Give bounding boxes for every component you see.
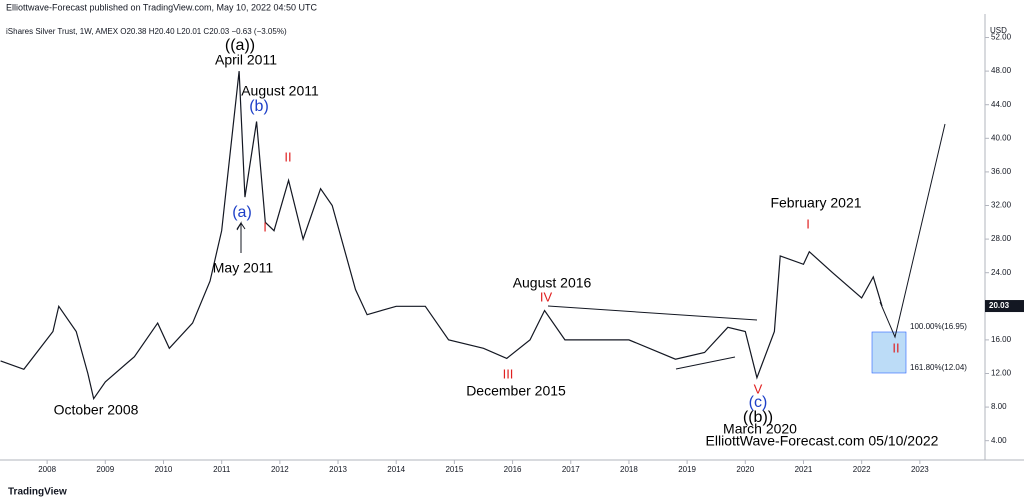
target-zone [871, 331, 907, 374]
annotation: II [892, 340, 899, 355]
price-line [0, 71, 883, 401]
annotation: II [284, 149, 291, 164]
last-price-box [985, 300, 1024, 313]
trendline [547, 305, 758, 321]
y-tick-label: 12.00 [991, 369, 1012, 378]
y-tick-label: 16.00 [991, 335, 1012, 344]
x-tick-label: 2019 [678, 465, 696, 474]
annotation: April 2011 [215, 52, 277, 68]
annotation: October 2008 [54, 402, 139, 418]
y-tick-label: 24.00 [991, 268, 1012, 277]
annotation: IV [540, 289, 553, 304]
y-tick-label: 28.00 [991, 234, 1012, 243]
trendline [675, 356, 736, 370]
y-tick-label: 48.00 [991, 66, 1012, 75]
x-tick-label: 2010 [155, 465, 173, 474]
x-tick-label: 2016 [504, 465, 522, 474]
y-tick-label: 40.00 [991, 133, 1012, 142]
annotation: May 2011 [213, 260, 274, 276]
projection-line [879, 123, 946, 339]
x-tick-label: 2013 [329, 465, 347, 474]
y-tick-label: 8.00 [991, 402, 1007, 411]
x-tick-label: 2008 [38, 465, 56, 474]
annotation: ((a)) [225, 37, 255, 54]
annotation: March 2020 [723, 421, 797, 437]
publisher: Elliottwave-Forecast published on Tradin… [6, 2, 317, 12]
arrow [236, 222, 246, 230]
annotation: August 2011 [241, 83, 319, 99]
y-tick-label: 4.00 [991, 436, 1007, 445]
annotation: I [263, 219, 267, 234]
annotation: (a) [232, 204, 252, 221]
annotation: ((b)) [743, 409, 773, 426]
annotation: 100.00%(16.95) [910, 322, 967, 331]
last-price-label: 20.03 [989, 301, 1010, 310]
x-tick-label: 2017 [562, 465, 580, 474]
y-axis-label: USD [990, 26, 1007, 35]
annotation: I [806, 216, 810, 231]
y-tick-label: 36.00 [991, 167, 1012, 176]
annotation: (b) [249, 98, 269, 115]
x-tick-label: 2009 [96, 465, 114, 474]
x-tick-label: 2018 [620, 465, 638, 474]
annotation: III [503, 366, 514, 381]
y-tick-label: 32.00 [991, 201, 1012, 210]
y-tick-label: 44.00 [991, 100, 1012, 109]
chart-title: iShares Silver Trust, 1W, AMEX O20.38 H2… [6, 27, 287, 36]
annotation: December 2015 [466, 383, 566, 399]
x-tick-label: 2011 [213, 465, 231, 474]
annotation: 161.80%(12.04) [910, 363, 967, 372]
x-tick-label: 2014 [387, 465, 405, 474]
annotation: February 2021 [770, 195, 861, 211]
y-tick-label: 52.00 [991, 33, 1012, 42]
brand: TradingView [8, 487, 67, 498]
x-tick-label: 2022 [853, 465, 871, 474]
annotation: ElliottWave-Forecast.com 05/10/2022 [706, 433, 939, 449]
annotation: (c) [749, 394, 768, 411]
annotation: V [754, 381, 763, 396]
x-tick-label: 2020 [736, 465, 754, 474]
x-tick-label: 2021 [795, 465, 813, 474]
x-tick-label: 2012 [271, 465, 289, 474]
x-tick-label: 2015 [445, 465, 463, 474]
x-tick-label: 2023 [911, 465, 929, 474]
annotation: August 2016 [513, 275, 592, 291]
